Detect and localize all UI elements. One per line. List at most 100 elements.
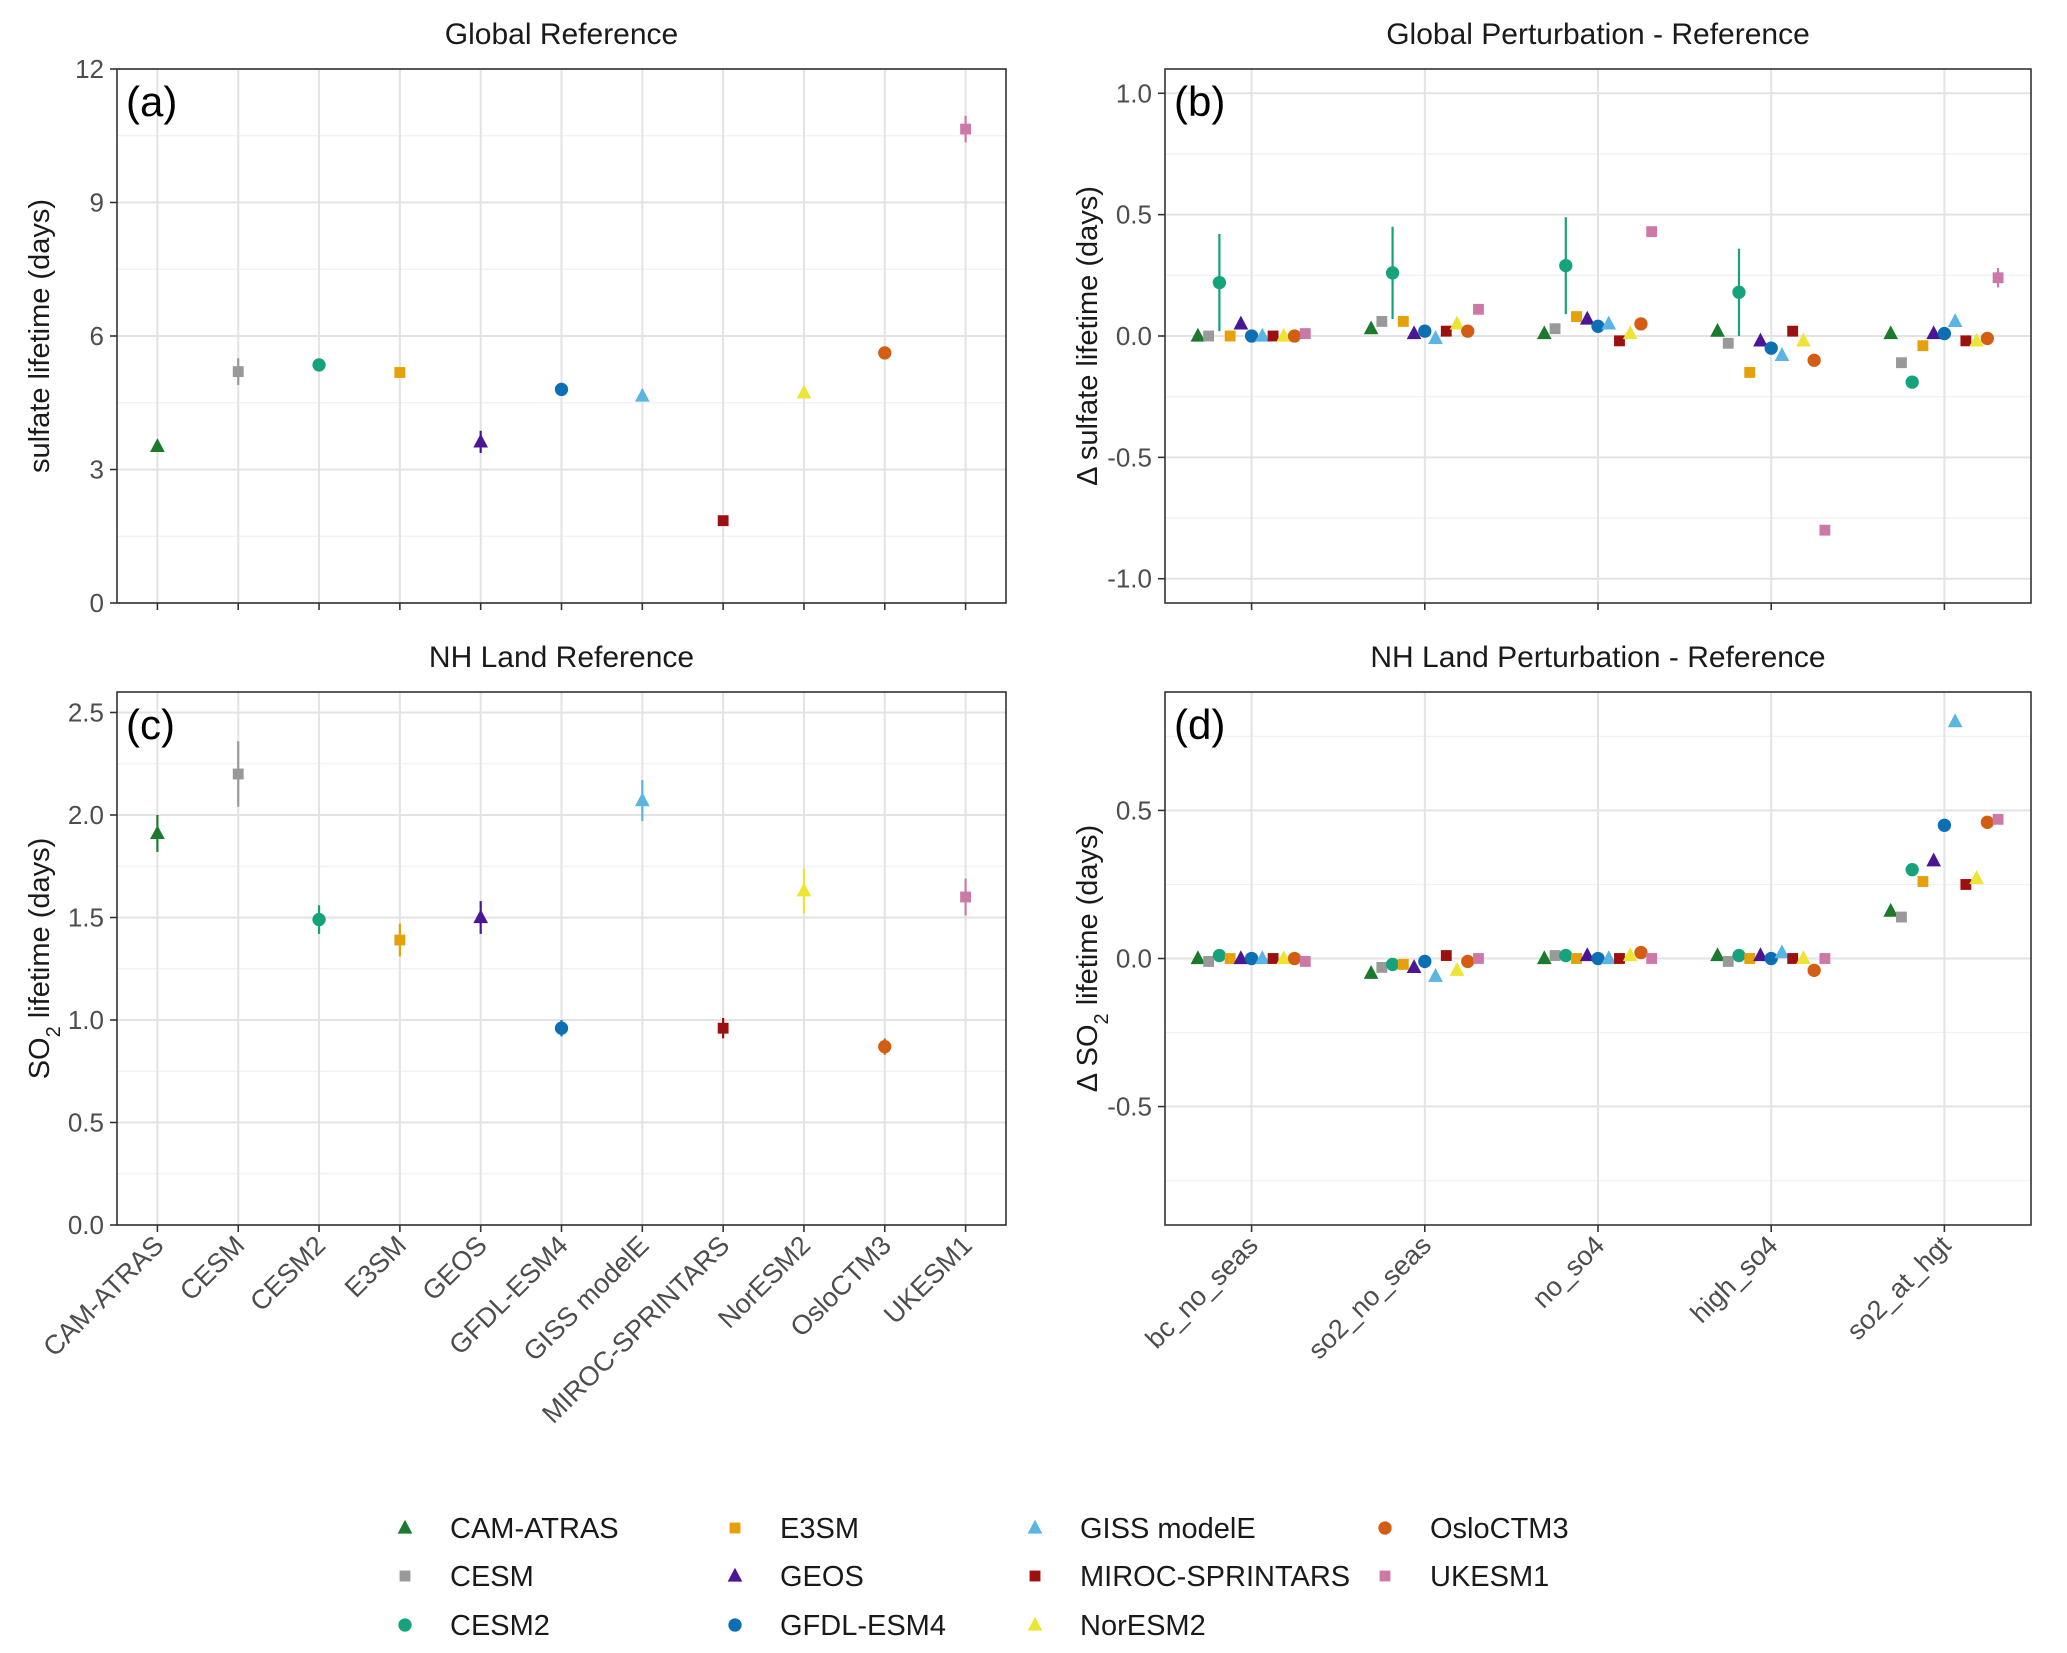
point-noresm2	[1276, 950, 1292, 965]
legend-item: MIROC-SPRINTARS	[1029, 1561, 1350, 1593]
point-e3sm	[1571, 953, 1582, 964]
point-gfdl-esm4	[1591, 319, 1605, 333]
x-tick-label: bc_no_seas	[1140, 1230, 1264, 1354]
point-cesm	[1549, 950, 1561, 961]
legend-marker	[729, 1522, 741, 1534]
panel-label: (b)	[1174, 78, 1225, 125]
legend-item: GISS modelE	[1027, 1513, 1256, 1545]
point-gfdl-esm4	[1764, 341, 1778, 355]
y-axis-label: Δ sulfate lifetime (days)	[1072, 186, 1104, 486]
y-tick-label: 2.5	[68, 698, 104, 728]
legend-marker	[728, 1618, 742, 1632]
legend-label: GFDL-ESM4	[780, 1610, 946, 1642]
point-cam-atras	[1536, 325, 1552, 340]
point-geos	[1406, 325, 1422, 340]
point-cesm2	[1905, 375, 1919, 389]
point-noresm2	[1449, 962, 1465, 976]
point-giss-modele	[1428, 968, 1443, 982]
point-noresm2	[1622, 325, 1638, 340]
point-cesm2	[1559, 258, 1573, 273]
y-tick-label: 1.5	[68, 903, 104, 933]
point-gfdl-esm4	[1244, 951, 1259, 966]
point-noresm2	[1796, 950, 1811, 965]
legend-marker	[727, 1567, 743, 1582]
point-ukesm1	[1992, 813, 2004, 825]
point-e3sm	[1397, 958, 1409, 970]
point-cesm2	[1385, 957, 1400, 972]
point-giss-modele	[1601, 950, 1617, 965]
point-ukesm1	[1473, 953, 1484, 964]
point-giss-modele	[1947, 313, 1963, 328]
point-cam-atras	[1883, 325, 1899, 340]
point-cesm2	[312, 358, 326, 372]
point-gfdl-esm4	[1418, 324, 1432, 338]
point-cam-atras	[150, 438, 165, 452]
point-gfdl-esm4	[1244, 329, 1259, 343]
x-tick-label: E3SM	[339, 1230, 412, 1303]
point-ukesm1	[1646, 226, 1658, 238]
legend-item: CESM2	[398, 1610, 550, 1642]
point-ukesm1	[1473, 303, 1484, 315]
legend-marker	[1379, 1570, 1391, 1582]
point-miroc-sprintars	[1787, 325, 1799, 337]
point-giss-modele	[1774, 347, 1790, 362]
point-gfdl-esm4	[1591, 951, 1605, 966]
point-cam-atras	[1190, 327, 1206, 342]
point-miroc-sprintars	[1267, 330, 1279, 342]
point-noresm2	[1622, 947, 1638, 962]
legend-item: CESM	[399, 1561, 534, 1593]
point-noresm2	[1276, 327, 1292, 342]
point-cesm2	[1559, 948, 1573, 963]
point-ukesm1	[1299, 328, 1311, 339]
point-osloctm3	[1287, 329, 1302, 343]
point-osloctm3	[878, 346, 892, 360]
point-ukesm1	[1646, 953, 1658, 964]
legend-label: E3SM	[780, 1513, 859, 1545]
legend-item: OsloCTM3	[1378, 1513, 1569, 1545]
point-miroc-sprintars	[1614, 335, 1625, 347]
point-osloctm3	[878, 1040, 892, 1054]
point-gfdl-esm4	[1937, 818, 1952, 832]
point-geos	[1926, 325, 1942, 340]
point-miroc-sprintars	[1440, 325, 1452, 337]
panel-title: Global Reference	[445, 18, 678, 51]
legend-label: OsloCTM3	[1430, 1513, 1569, 1545]
panel-label: (c)	[126, 701, 175, 748]
point-geos	[1753, 947, 1768, 962]
point-e3sm	[1571, 311, 1582, 323]
point-cesm	[1203, 956, 1215, 967]
legend-marker	[1027, 1519, 1043, 1534]
point-miroc-sprintars	[1960, 335, 1972, 347]
point-osloctm3	[1807, 353, 1821, 367]
point-cesm2	[1905, 863, 1919, 877]
point-noresm2	[1969, 332, 1984, 347]
point-geos	[1579, 947, 1595, 962]
legend-item: CAM-ATRAS	[397, 1513, 619, 1545]
point-giss-modele	[634, 387, 650, 402]
point-geos	[1926, 852, 1942, 867]
point-noresm2	[796, 882, 812, 897]
y-axis-label: sulfate lifetime (days)	[24, 199, 56, 473]
legend-item: GFDL-ESM4	[728, 1610, 946, 1642]
x-tick-label: CAM-ATRAS	[37, 1230, 169, 1362]
point-osloctm3	[1461, 954, 1475, 969]
point-e3sm	[394, 367, 406, 378]
point-osloctm3	[1634, 945, 1648, 960]
point-noresm2	[1796, 332, 1811, 347]
x-tick-label: GEOS	[417, 1230, 493, 1306]
point-giss-modele	[1428, 330, 1443, 345]
panel-title: NH Land Reference	[429, 641, 694, 674]
panel-title: NH Land Perturbation - Reference	[1370, 641, 1825, 674]
point-cesm	[232, 768, 244, 780]
panel-title: Global Perturbation - Reference	[1386, 18, 1810, 51]
point-giss-modele	[1254, 327, 1270, 342]
legend-item: GEOS	[727, 1561, 864, 1593]
point-ukesm1	[1819, 524, 1831, 536]
point-osloctm3	[1807, 963, 1821, 977]
y-tick-label: 0.0	[1116, 944, 1152, 974]
y-tick-label: 3	[90, 455, 104, 485]
panel-label: (a)	[126, 78, 177, 125]
point-cam-atras	[1363, 320, 1379, 335]
point-osloctm3	[1980, 331, 1995, 346]
